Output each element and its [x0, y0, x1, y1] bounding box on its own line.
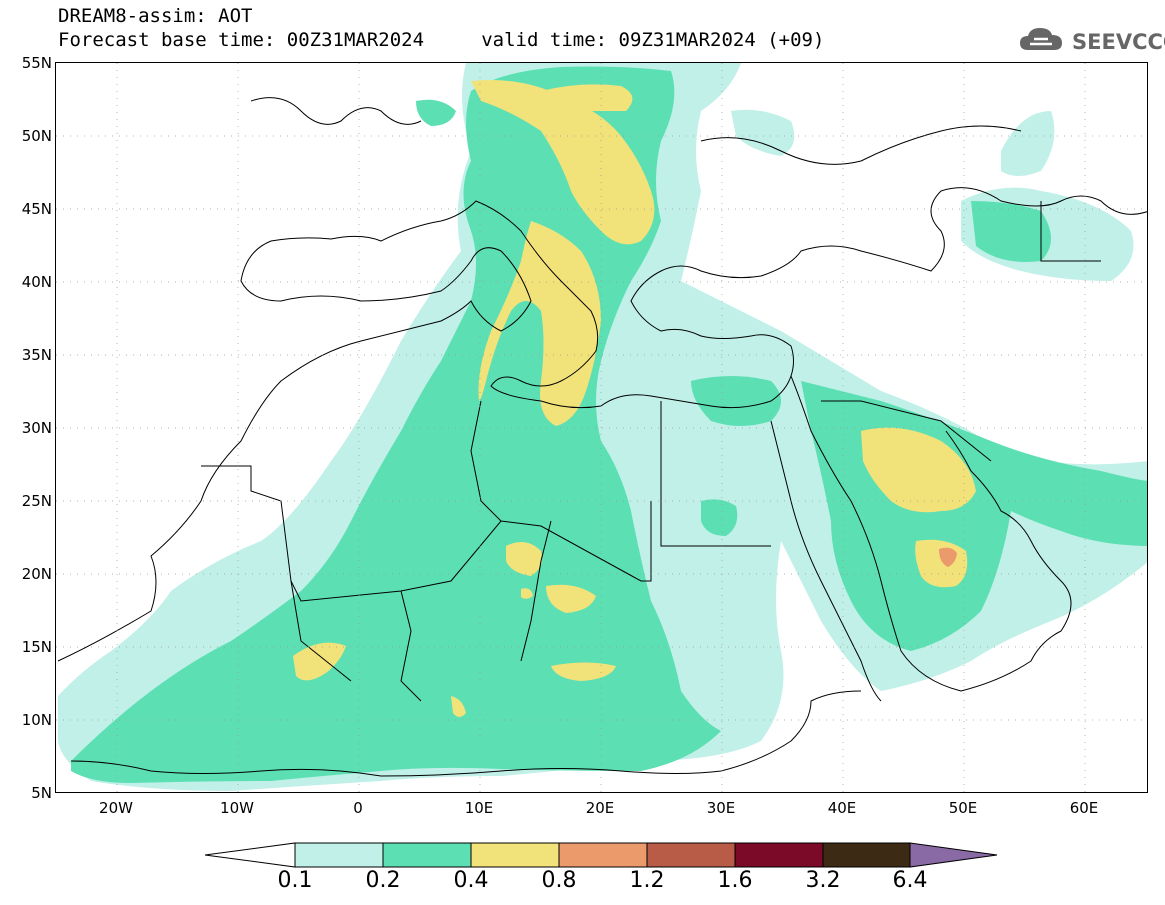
- lat-label: 30N: [21, 419, 52, 437]
- colorbar-swatch: [382, 842, 472, 868]
- lat-label: 20N: [21, 565, 52, 583]
- coastlines: [57, 97, 1147, 777]
- colorbar-label: 3.2: [805, 868, 841, 893]
- colorbar-swatch: [734, 842, 824, 868]
- lon-label: 20W: [99, 799, 133, 817]
- lat-label: 25N: [21, 492, 52, 510]
- colorbar-label: 0.2: [365, 868, 401, 893]
- lon-label: 40E: [827, 799, 857, 817]
- colorbar-over-triangle: [909, 842, 998, 868]
- colorbar-label: 6.4: [892, 868, 928, 893]
- lon-label: 0: [353, 799, 363, 817]
- lat-label: 50N: [21, 127, 52, 145]
- colorbar-label: 1.6: [717, 868, 753, 893]
- lat-label: 5N: [31, 784, 52, 802]
- lon-label: 10E: [464, 799, 494, 817]
- colorbar-label: 1.2: [629, 868, 665, 893]
- lon-label: 20E: [585, 799, 615, 817]
- aot-field-0.8-1.2: [939, 547, 957, 567]
- aot-field-0.4-0.8: [293, 80, 976, 717]
- colorbar-label: 0.4: [453, 868, 489, 893]
- colorbar-label: 0.1: [277, 868, 313, 893]
- colorbar-under-triangle: [205, 842, 296, 868]
- lon-label: 10W: [220, 799, 254, 817]
- lat-label: 10N: [21, 711, 52, 729]
- lat-label: 35N: [21, 346, 52, 364]
- lat-label: 45N: [21, 200, 52, 218]
- lon-label: 60E: [1069, 799, 1099, 817]
- colorbar-swatch: [294, 842, 384, 868]
- forecast-times: Forecast base time: 00Z31MAR2024 valid t…: [58, 29, 825, 51]
- colorbar-legend: [205, 842, 998, 868]
- lat-label: 15N: [21, 638, 52, 656]
- colorbar-swatch: [558, 842, 648, 868]
- colorbar-swatch: [470, 842, 560, 868]
- lat-label: 40N: [21, 273, 52, 291]
- graticule: [56, 63, 1147, 792]
- lon-label: 50E: [948, 799, 978, 817]
- colorbar-label: 0.8: [541, 868, 577, 893]
- lon-label: 30E: [706, 799, 736, 817]
- map-title: DREAM8-assim: AOT: [58, 5, 253, 27]
- cloud-logo-icon: [1020, 28, 1062, 50]
- aot-map: [55, 62, 1148, 793]
- lat-label: 55N: [21, 54, 52, 72]
- colorbar-swatch: [822, 842, 911, 868]
- colorbar-swatch: [646, 842, 736, 868]
- seevccc-logo: SEEVCCC: [1072, 30, 1165, 54]
